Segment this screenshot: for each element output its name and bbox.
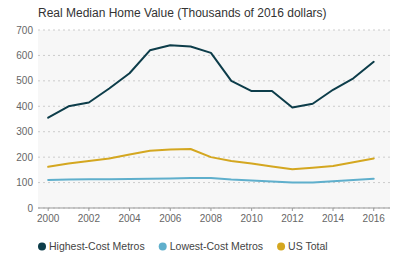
line [48,45,374,117]
x-tick-label: 2010 [241,213,264,224]
y-tick-label: 200 [16,152,33,163]
plot-area [38,30,390,208]
legend-label: US Total [288,240,328,252]
x-tick-label: 2012 [281,213,304,224]
x-tick-label: 2002 [78,213,101,224]
grid-line [38,80,390,81]
grid-line [38,131,390,132]
legend-marker [38,243,46,251]
chart: Real Median Home Value (Thousands of 201… [0,0,400,264]
legend-marker [277,243,285,251]
y-tick-label: 400 [16,101,33,112]
legend-label: Lowest-Cost Metros [170,240,263,252]
legend-marker [159,243,167,251]
grid-line [38,106,390,107]
x-tick-label: 2016 [363,213,386,224]
x-axis-line [38,208,390,209]
x-tick-label: 2000 [37,213,60,224]
y-tick-label: 600 [16,50,33,61]
y-tick-label: 0 [27,203,33,214]
y-tick-label: 100 [16,177,33,188]
title: Real Median Home Value (Thousands of 201… [38,6,327,20]
x-tick-label: 2014 [322,213,345,224]
x-tick-label: 2008 [200,213,223,224]
y-tick-label: 700 [16,25,33,36]
x-tick-label: 2006 [159,213,182,224]
line [48,178,374,183]
grid-line [38,30,390,31]
line [48,149,374,169]
lines [48,45,374,182]
x-tick-label: 2004 [118,213,141,224]
legend-label: Highest-Cost Metros [49,240,145,252]
legend: Highest-Cost Metros Lowest-Cost Metros US … [38,240,328,252]
grid-line [38,208,390,209]
grid-line [38,182,390,183]
y-tick-label: 300 [16,126,33,137]
y-tick-label: 500 [16,75,33,86]
